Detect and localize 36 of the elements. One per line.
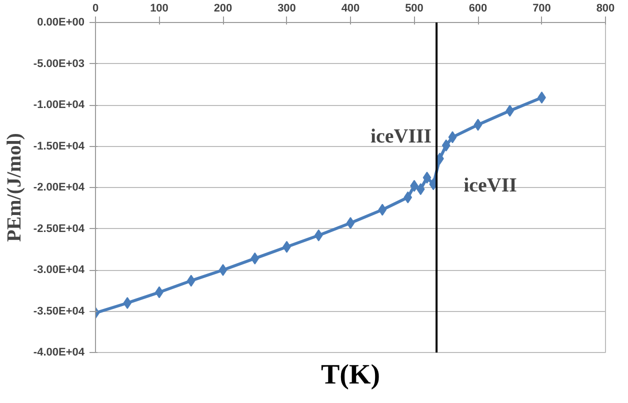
x-tick-label: 700 [532,2,551,14]
x-tick-label: 600 [468,2,488,14]
x-tick-label: 500 [405,2,424,14]
x-tick-label: 0 [92,2,99,14]
x-tick-label: 300 [278,2,296,14]
point [186,274,196,287]
x-tick-label: 100 [150,2,168,14]
point [506,104,514,117]
point [378,204,387,216]
point [416,183,425,196]
y-tick-label: -1.50E+04 [33,140,86,152]
y-tick-label: -5.00E+03 [33,58,85,70]
point [123,297,132,309]
y-tick-label: -2.00E+04 [33,182,86,194]
y-tick-label: -2.50E+04 [33,222,86,235]
x-tick-label: 400 [341,2,360,14]
y-tick-label: -3.00E+04 [33,264,86,276]
point [314,229,323,242]
point [474,118,482,131]
annotation: iceVIII [370,126,432,148]
point [346,216,355,229]
point [442,139,450,152]
point [422,172,432,184]
y-tick-label: -3.50E+04 [33,305,86,318]
x-tick-label: 800 [596,2,615,14]
point [250,252,260,264]
y-tick-label: -4.00E+04 [33,346,86,358]
y-axis-title: PEm/(J/mol) [3,133,26,242]
point [404,191,412,204]
point [448,131,457,144]
y-tick-label: 0.00E+00 [37,16,84,28]
annotation: iceVII [464,174,518,196]
x-tick-label: 200 [214,2,232,14]
x-axis-title: T(K) [320,360,380,390]
point [218,264,228,276]
y-tick-label: -1.00E+04 [33,99,86,111]
